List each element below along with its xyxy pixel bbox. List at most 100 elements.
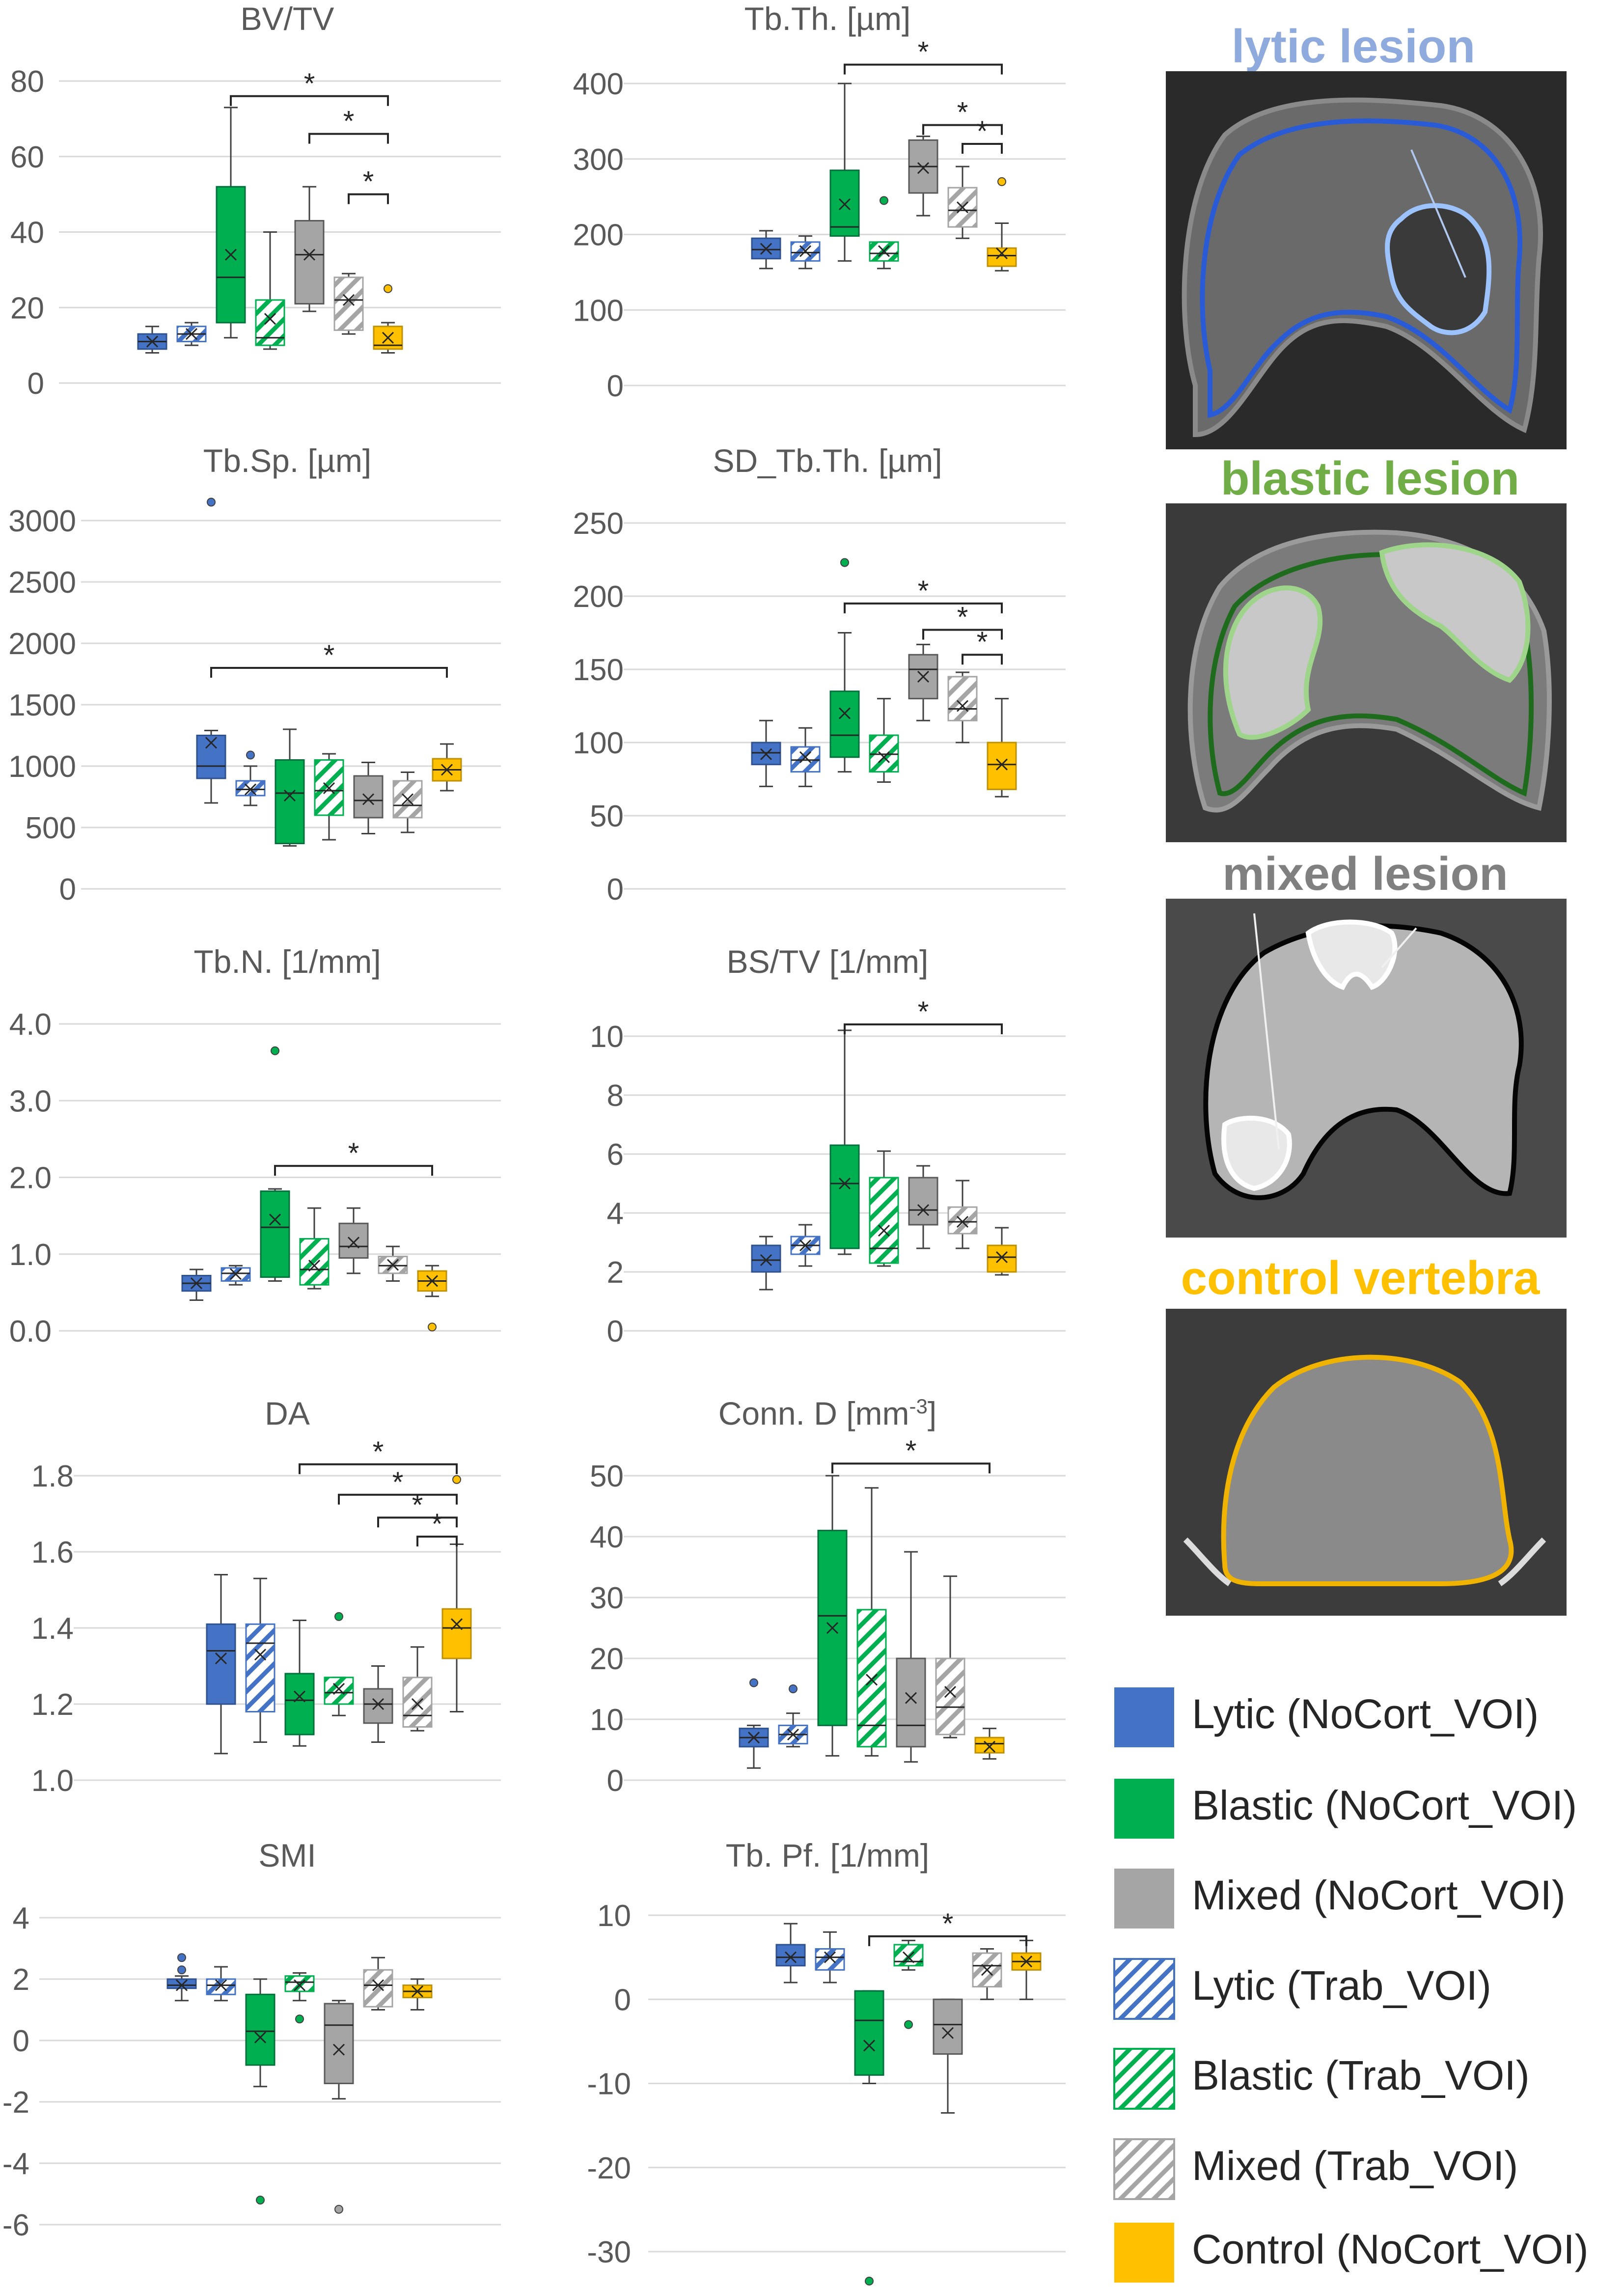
box-iqr [987,1244,1017,1273]
box-iqr [275,759,305,844]
y-tick-label: 40 [10,216,44,250]
legend-swatch [1112,2221,1176,2285]
chart-title: DA [265,1395,310,1432]
y-tick-label: 2500 [8,566,76,600]
box-blastic_nocort [829,1029,860,1255]
box-control_nocort [987,177,1017,272]
significance-star: * [363,166,374,198]
chart-plot: 0 50 100 150 200 250 * * * [573,507,1066,907]
box-blastic_trab [893,1939,924,2029]
mean-marker [826,1622,839,1634]
box-blastic_nocort [829,558,860,773]
chart-plot: 0 2 4 6 8 10 * [590,996,1066,1349]
mean-marker [269,1213,281,1226]
significance-bracket [844,1023,1003,1034]
chart-title: SMI [258,1837,316,1874]
chart-plot: 0.0 1.0 2.0 3.0 4.0 * [9,1008,501,1349]
box-iqr [893,1944,924,1967]
box-lytic_trab [206,1966,236,2002]
outlier-point [271,1046,279,1055]
box-control_nocort [402,1978,433,2011]
mean-marker [293,1690,306,1703]
outlier-point [880,196,888,205]
mean-marker [878,1224,890,1237]
outlier-point [177,1953,186,1962]
box-blastic_nocort [829,83,860,262]
mixed-lesion-drawing [1166,899,1567,1238]
mean-marker [917,670,930,683]
y-tick-label: 6 [607,1138,624,1172]
box-blastic_trab [255,231,285,350]
y-tick-label: 0 [607,873,624,907]
mean-marker [205,737,218,749]
box-lytic_nocort [166,1953,197,2002]
mean-marker [332,2043,345,2056]
y-tick-label: 80 [10,65,44,99]
box-mixed_trab [947,165,978,239]
significance-star: * [324,639,335,671]
legend-swatch-fill [1114,1869,1174,1929]
legend-swatch [1112,1957,1176,2021]
chart-title: Conn. D [mm-3] [614,1395,1041,1432]
box-blastic_nocort [284,1620,315,1747]
mean-marker [787,1728,799,1741]
box-blastic_nocort [260,1046,290,1282]
control-vertebra-drawing [1166,1309,1567,1616]
significance-star: * [957,97,968,129]
mean-marker [865,1674,878,1686]
significance-bracket [962,143,1003,154]
significance-bracket [868,1935,1027,1946]
box-control_nocort [417,1265,447,1332]
y-tick-label: -10 [587,2067,631,2101]
mean-marker [760,1254,772,1267]
y-tick-label: 10 [597,1899,631,1933]
box-blastic_trab [324,1612,354,1716]
y-tick-label: 2 [13,1963,29,1997]
mean-marker [905,1692,917,1704]
legend-swatch-svg [1114,2223,1174,2283]
mean-marker [878,751,890,763]
box-lytic_trab [790,1224,821,1267]
box-mixed_trab [378,1245,408,1282]
box-iqr [896,1657,926,1748]
mean-marker [995,247,1008,259]
mean-marker [760,243,772,255]
box-control_nocort [987,698,1017,798]
y-tick-label: 500 [26,811,76,845]
mean-marker [944,1686,957,1698]
chart-connd: Conn. D [mm-3] 0 10 20 30 40 50 * [565,1385,1095,1817]
box-iqr [260,1190,290,1278]
chart-tbsp: Tb.Sp. [µm] 0 500 1000 1500 2000 2500 3000 * [0,442,530,923]
y-tick-label: 1500 [8,689,76,722]
outlier-point [428,1323,437,1332]
chart-smi: SMI -6 -4 -2 0 2 4 [0,1832,530,2287]
box-mixed_nocort [294,186,325,312]
significance-star: * [918,36,929,68]
box-control_nocort [441,1475,472,1712]
chart-title: Tb.N. [1/mm] [193,943,381,980]
lytic-lesion-drawing [1166,71,1567,449]
box-lytic_trab [815,1931,845,1984]
box-iqr [324,2003,354,2084]
legend-swatch-svg [1113,1958,1175,2020]
significance-star: * [918,575,929,607]
significance-bracket [844,602,1003,613]
box-mixed_nocort [353,762,384,834]
mean-marker [799,751,812,763]
box-iqr [987,742,1017,790]
panel-label-control: control vertebra [1181,1252,1540,1304]
y-tick-label: 2.0 [9,1161,52,1195]
y-tick-label: 20 [590,1642,624,1676]
box-iqr [299,1238,330,1286]
significance-bracket [299,1463,458,1474]
box-blastic_nocort [245,1978,275,2204]
significance-bracket [274,1165,433,1176]
legend-label: Blastic (Trab_VOI) [1192,2052,1530,2098]
legend-swatch [1112,2137,1176,2201]
box-iqr [338,1222,369,1259]
box-mixed_trab [392,772,423,833]
box-control_nocort [974,1728,1005,1760]
box-mixed_nocort [324,2000,354,2214]
panel-label-mixed: mixed lesion [1222,848,1508,900]
panel-label-blastic: blastic lesion [1220,452,1520,505]
